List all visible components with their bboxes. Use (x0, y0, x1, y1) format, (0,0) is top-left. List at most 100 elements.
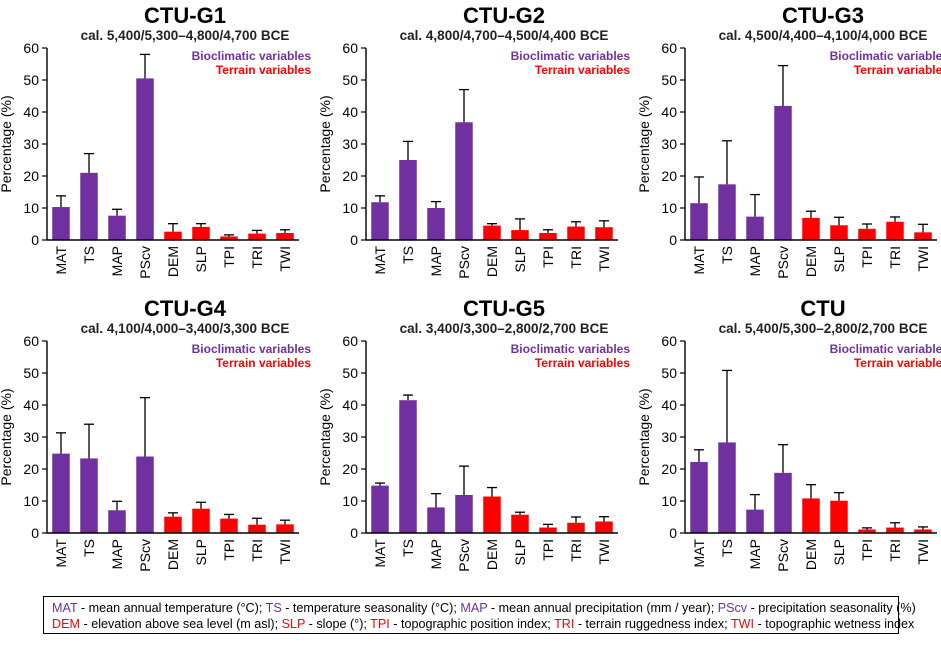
y-tick-label: 60 (342, 40, 358, 56)
bar-TRI (886, 221, 904, 240)
legend-line-terrain: DEM - elevation above sea level (m asl);… (52, 616, 914, 632)
bar-SLP (192, 508, 210, 533)
chart-subtitle: cal. 5,400/5,300–4,800/4,700 BCE (81, 28, 290, 43)
x-tick-label-TS: TS (81, 246, 97, 264)
x-tick-label-TRI: TRI (887, 246, 903, 269)
legend-abbr-tpi: TPI (370, 617, 390, 631)
x-tick-label-SLP: SLP (193, 246, 209, 272)
y-tick-label: 20 (342, 168, 358, 184)
chart-title: CTU-G1 (144, 3, 226, 28)
chart-title: CTU-G2 (463, 3, 545, 28)
y-tick-label: 40 (23, 397, 39, 413)
x-tick-label-MAP: MAP (747, 246, 763, 276)
x-tick-label-TWI: TWI (596, 246, 612, 272)
bar-MAP (108, 215, 126, 240)
x-tick-label-SLP: SLP (193, 539, 209, 565)
x-tick-label-TS: TS (400, 539, 416, 557)
bar-MAP (108, 510, 126, 533)
bar-TRI (886, 527, 904, 533)
bar-DEM (164, 516, 182, 533)
legend-terrain: Terrain variables (854, 63, 941, 77)
legend-desc-map: - mean annual precipitation (mm / year); (487, 601, 718, 615)
y-axis-label: Percentage (%) (0, 95, 14, 192)
y-tick-label: 40 (661, 104, 677, 120)
y-tick-label: 10 (23, 493, 39, 509)
legend-terrain: Terrain variables (216, 356, 311, 370)
bar-DEM (483, 496, 501, 533)
bar-TWI (276, 232, 294, 240)
y-tick-label: 30 (23, 429, 39, 445)
x-tick-label-PScv: PScv (775, 539, 791, 572)
y-tick-label: 60 (661, 40, 677, 56)
bar-MAP (746, 216, 764, 240)
x-tick-label-TS: TS (719, 539, 735, 557)
y-tick-label: 0 (350, 232, 358, 248)
chart-title: CTU-G4 (144, 296, 227, 321)
legend-desc-dem: - elevation above sea level (m asl); (80, 617, 282, 631)
y-tick-label: 0 (31, 232, 39, 248)
bar-TPI (220, 236, 238, 240)
x-tick-label-TPI: TPI (859, 246, 875, 268)
y-tick-label: 20 (23, 461, 39, 477)
bar-SLP (511, 230, 529, 240)
y-tick-label: 40 (342, 397, 358, 413)
bar-TS (718, 442, 736, 533)
y-tick-label: 10 (23, 200, 39, 216)
bar-TS (80, 172, 98, 240)
x-tick-label-TRI: TRI (887, 539, 903, 562)
bar-TWI (276, 524, 294, 533)
legend-terrain: Terrain variables (216, 63, 311, 77)
legend-desc-tri: - terrain ruggedness index; (574, 617, 731, 631)
y-tick-label: 10 (342, 493, 358, 509)
chart-title: CTU (800, 296, 845, 321)
x-tick-label-TRI: TRI (249, 246, 265, 269)
bar-TPI (858, 228, 876, 240)
legend-abbr-slp: SLP (281, 617, 306, 631)
x-tick-label-TWI: TWI (277, 539, 293, 565)
x-tick-label-PScv: PScv (137, 539, 153, 572)
x-tick-label-MAT: MAT (691, 539, 707, 568)
legend-bioclimatic: Bioclimatic variables (511, 342, 631, 356)
x-tick-label-DEM: DEM (484, 246, 500, 277)
bar-DEM (483, 225, 501, 240)
x-tick-label-TS: TS (81, 539, 97, 557)
bar-TPI (539, 527, 557, 533)
bar-MAP (746, 509, 764, 533)
bar-TWI (595, 521, 613, 533)
legend-abbr-ts: TS (265, 601, 282, 615)
legend-terrain: Terrain variables (535, 63, 630, 77)
legend-abbr-dem: DEM (52, 617, 80, 631)
y-axis-label: Percentage (%) (0, 388, 14, 485)
y-tick-label: 0 (31, 525, 39, 541)
legend-abbr-map: MAP (460, 601, 488, 615)
legend-bioclimatic: Bioclimatic variables (192, 49, 312, 63)
bar-TS (399, 160, 417, 240)
x-tick-label-MAP: MAP (428, 246, 444, 276)
legend-terrain: Terrain variables (854, 356, 941, 370)
bar-TPI (539, 232, 557, 240)
x-tick-label-TPI: TPI (221, 246, 237, 268)
chart-title: CTU-G5 (463, 296, 545, 321)
bar-MAT (52, 207, 70, 240)
y-tick-label: 60 (661, 333, 677, 349)
x-tick-label-MAT: MAT (53, 539, 69, 568)
legend-desc-twi: - topographic wetness index (754, 617, 915, 631)
y-tick-label: 30 (342, 136, 358, 152)
y-tick-label: 40 (661, 397, 677, 413)
legend-desc-ts: - temperature seasonality (°C); (281, 601, 461, 615)
y-tick-label: 0 (669, 232, 677, 248)
bar-SLP (192, 226, 210, 240)
bar-SLP (830, 500, 848, 533)
bar-MAT (371, 485, 389, 533)
bar-TWI (914, 529, 932, 533)
y-tick-label: 20 (23, 168, 39, 184)
y-tick-label: 60 (342, 333, 358, 349)
x-tick-label-PScv: PScv (456, 539, 472, 572)
bar-PScv (455, 122, 473, 240)
y-tick-label: 20 (342, 461, 358, 477)
x-tick-label-SLP: SLP (831, 246, 847, 272)
